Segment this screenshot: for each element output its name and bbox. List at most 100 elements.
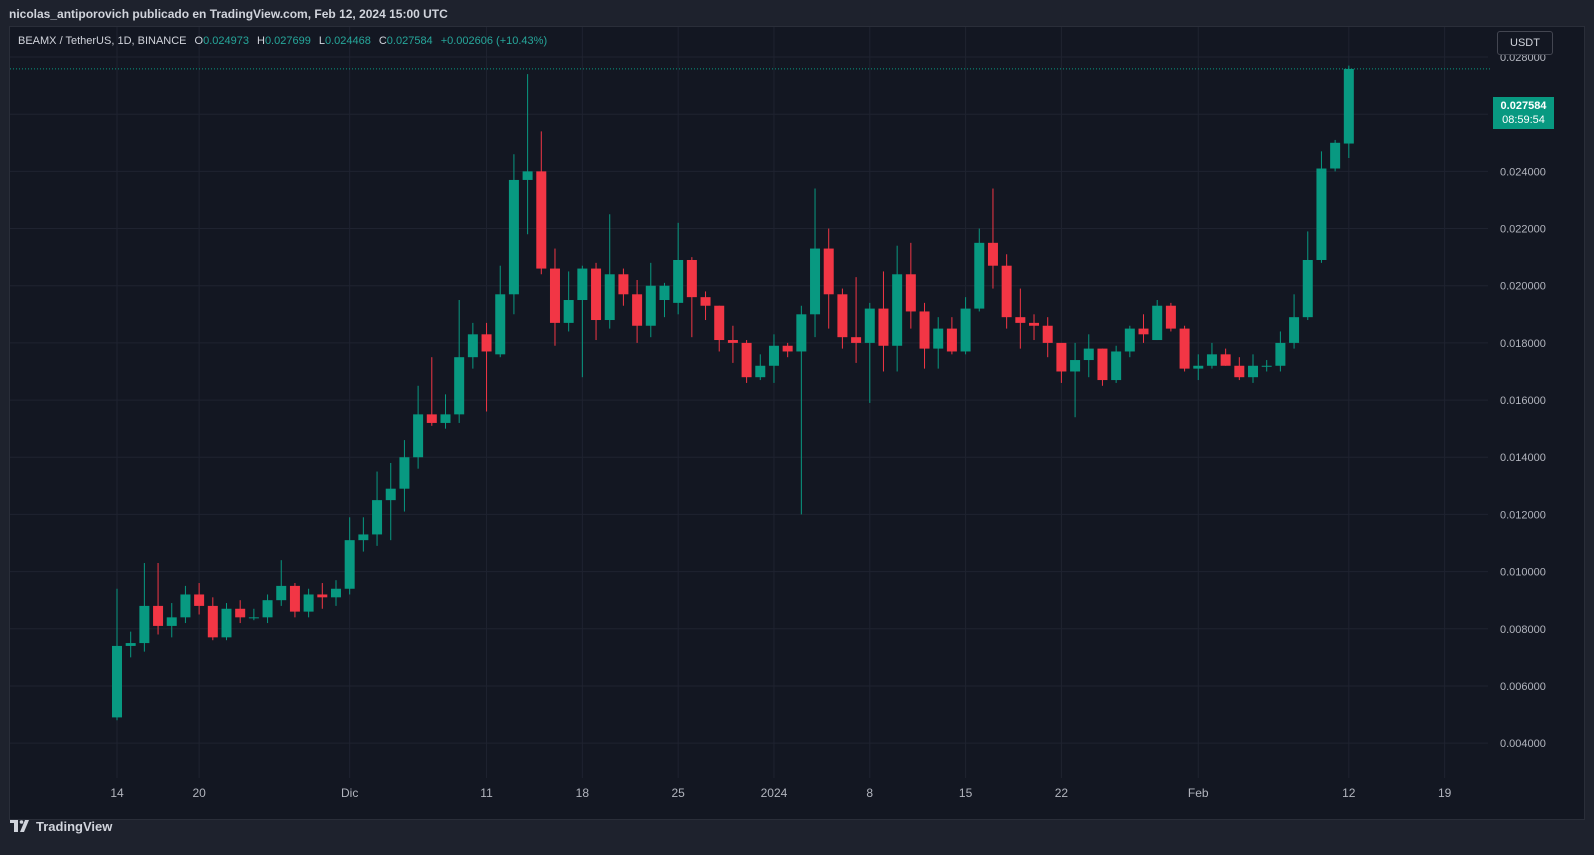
candle-series	[112, 65, 1354, 721]
candle	[536, 131, 547, 275]
currency-button[interactable]: USDT	[1497, 31, 1553, 55]
publisher-line: nicolas_antiporovich publicado en Tradin…	[9, 7, 448, 21]
candle	[303, 588, 314, 618]
candle	[987, 188, 998, 289]
candle	[549, 248, 560, 346]
candle-body	[686, 259, 697, 298]
candle-body	[344, 540, 355, 589]
candle-body	[481, 334, 492, 352]
candle	[974, 228, 985, 312]
candle	[755, 354, 766, 381]
candle	[1111, 345, 1122, 383]
candle-body	[467, 334, 478, 358]
candle	[1015, 288, 1026, 349]
candle	[481, 322, 492, 412]
candle-body	[659, 285, 670, 301]
candle-body	[974, 242, 985, 309]
chart-pane[interactable]	[9, 26, 1585, 820]
candle-body	[399, 457, 410, 489]
candle-body	[330, 588, 341, 598]
candle-body	[1316, 168, 1327, 260]
candle-body	[1111, 351, 1122, 381]
candle	[1343, 65, 1354, 158]
candle-body	[1302, 259, 1313, 318]
candle	[905, 242, 916, 329]
candle-body	[248, 617, 259, 619]
candle-body	[262, 600, 273, 618]
candle	[372, 471, 383, 546]
high-label: H	[256, 35, 265, 47]
candle	[1056, 342, 1067, 383]
candle	[1138, 314, 1149, 343]
close-value: 0.027584	[386, 35, 433, 47]
candle	[960, 297, 971, 355]
candle-body	[235, 608, 246, 618]
x-tick-label: 20	[192, 786, 206, 800]
y-tick-label: 0.010000	[1500, 567, 1546, 579]
candle	[645, 262, 656, 338]
candle-body	[221, 608, 232, 638]
candle	[112, 588, 122, 721]
candle-body	[768, 345, 779, 366]
candle	[919, 302, 930, 369]
candle	[933, 317, 944, 369]
candle	[618, 268, 629, 306]
last-price-value: 0.027584	[1500, 100, 1547, 112]
candle-body	[358, 534, 369, 541]
candle-body	[207, 605, 218, 638]
footer-brand[interactable]: TradingView	[10, 815, 112, 837]
candle-body	[864, 308, 875, 343]
candle-body	[755, 365, 766, 378]
candle-body	[1070, 360, 1081, 372]
candle	[426, 357, 437, 426]
candle	[467, 322, 478, 369]
x-tick-label: 18	[576, 786, 590, 800]
candle	[317, 583, 328, 609]
candle	[1220, 348, 1231, 366]
candle-body	[782, 345, 793, 352]
candle-body	[139, 605, 150, 644]
candle	[495, 265, 506, 358]
candle-body	[125, 643, 136, 646]
candle-body	[1001, 265, 1012, 318]
candle-body	[563, 300, 574, 323]
candle	[604, 214, 615, 329]
symbol-label[interactable]: BEAMX / TetherUS, 1D, BINANCE	[18, 35, 187, 47]
candle	[1289, 294, 1300, 349]
x-tick-label: 11	[480, 786, 493, 800]
candle	[385, 462, 396, 541]
candle-body	[454, 357, 465, 415]
candle	[1097, 348, 1108, 386]
candle	[1316, 151, 1327, 263]
candle-body	[1193, 365, 1204, 369]
y-tick-label: 0.014000	[1500, 452, 1546, 464]
candle	[1234, 357, 1245, 381]
candle-body	[851, 337, 862, 343]
candle-body	[180, 594, 191, 618]
candle	[851, 277, 862, 363]
candle	[221, 603, 232, 641]
candle	[276, 560, 287, 606]
y-tick-label: 0.024000	[1500, 166, 1546, 178]
candle	[1029, 314, 1040, 341]
candle	[714, 305, 725, 352]
candle-body	[741, 342, 752, 378]
candle	[1179, 325, 1190, 372]
candle-body	[1165, 305, 1176, 329]
candle	[413, 385, 424, 469]
candle-body	[618, 274, 629, 295]
change-value: +0.002606 (+10.43%)	[440, 35, 548, 47]
candle	[686, 257, 697, 338]
y-tick-label: 0.004000	[1500, 738, 1546, 750]
candle-body	[1097, 348, 1108, 381]
x-tick-label: Feb	[1188, 786, 1209, 800]
candle-body	[372, 500, 383, 535]
candle	[289, 583, 300, 618]
chart-grid	[10, 27, 1488, 778]
open-label: O	[194, 35, 204, 47]
candle-body	[303, 594, 314, 612]
candle	[522, 74, 533, 235]
candle	[741, 340, 752, 383]
candle	[727, 325, 738, 363]
